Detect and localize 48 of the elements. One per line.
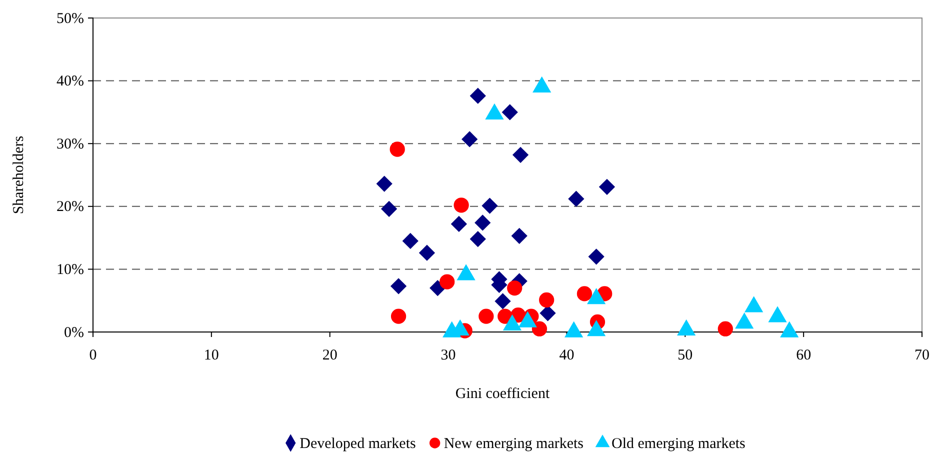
point — [470, 230, 486, 248]
point — [540, 305, 556, 322]
point — [482, 198, 498, 214]
point — [598, 178, 616, 195]
x-tick-label: 0 — [89, 348, 97, 364]
point — [376, 176, 392, 192]
point — [494, 293, 511, 310]
point — [576, 286, 592, 302]
x-tick-label: 50 — [678, 348, 693, 364]
point — [474, 214, 491, 231]
x-tick-label: 40 — [559, 348, 574, 364]
x-tick-label: 30 — [440, 348, 456, 364]
point — [532, 321, 548, 336]
point — [440, 274, 455, 290]
point — [512, 146, 529, 163]
legend-label: New emerging markets — [444, 436, 584, 452]
x-tick-label: 10 — [204, 348, 219, 364]
point — [568, 190, 584, 207]
legend-label: Developed markets — [300, 436, 416, 452]
point — [381, 200, 398, 217]
point — [470, 88, 486, 104]
y-tick-label: 10% — [56, 262, 84, 278]
y-tick-label: 0% — [64, 324, 84, 341]
point — [390, 308, 406, 324]
point — [390, 278, 407, 294]
x-tick-label: 70 — [914, 348, 930, 364]
point — [718, 321, 733, 336]
legend-label: Old emerging markets — [612, 436, 746, 452]
point — [478, 308, 494, 324]
x-axis-title: Gini coefficient — [455, 386, 550, 402]
x-tick-label: 60 — [796, 348, 812, 364]
point — [450, 216, 468, 232]
y-tick-label: 20% — [56, 199, 84, 216]
point — [462, 131, 478, 148]
y-tick-label: 50% — [56, 10, 84, 27]
point — [511, 228, 528, 244]
point — [418, 244, 436, 261]
point — [507, 280, 522, 296]
point — [588, 248, 604, 265]
point — [502, 104, 518, 120]
y-tick-label: 40% — [56, 74, 84, 90]
y-tick-label: 30% — [56, 136, 84, 152]
point — [390, 142, 405, 157]
x-tick-label: 20 — [322, 348, 338, 364]
point — [454, 198, 469, 213]
point — [539, 292, 554, 308]
y-axis-title: Shareholders — [11, 136, 27, 214]
point — [402, 232, 418, 249]
